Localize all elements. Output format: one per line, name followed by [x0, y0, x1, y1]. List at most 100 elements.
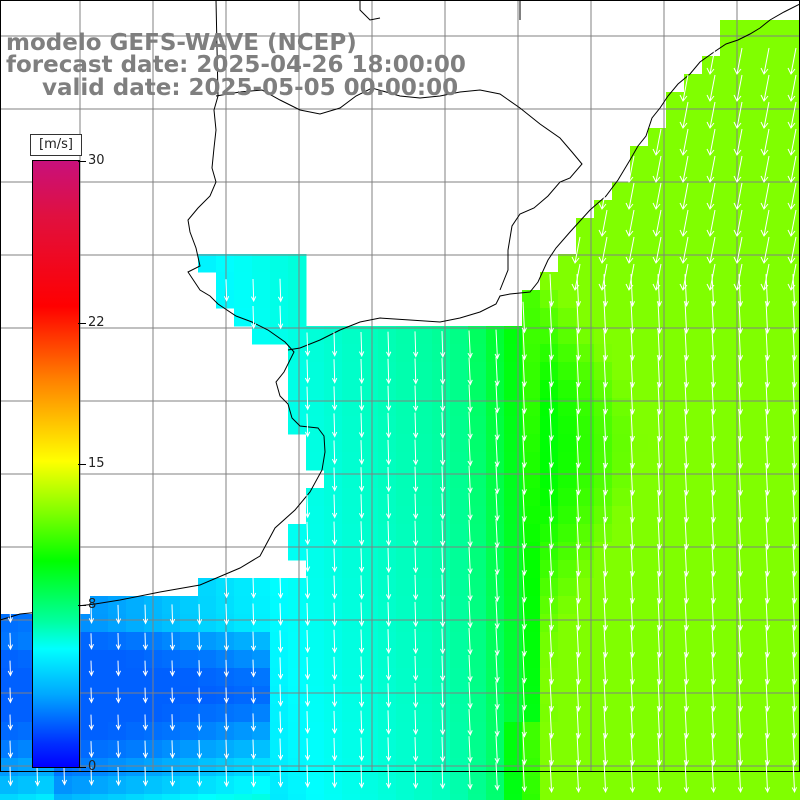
wind-speed-cell	[522, 362, 541, 381]
wind-speed-cell	[522, 452, 541, 471]
wind-arrow	[629, 760, 635, 794]
wind-speed-cell	[630, 722, 649, 741]
wind-arrow	[358, 602, 365, 627]
colorbar-tick	[78, 605, 86, 607]
wind-speed-cell	[612, 200, 631, 219]
wind-speed-cell	[396, 452, 415, 471]
wind-speed-cell	[738, 164, 757, 183]
wind-speed-cell	[630, 668, 649, 687]
wind-speed-cell	[522, 326, 541, 345]
wind-speed-cell	[612, 452, 631, 471]
wind-speed-cell	[306, 596, 325, 615]
wind-arrow	[331, 602, 338, 627]
wind-speed-cell	[126, 794, 145, 800]
wind-speed-cell	[792, 254, 800, 273]
wind-speed-cell	[594, 686, 613, 705]
wind-speed-cell	[756, 668, 775, 687]
wind-speed-cell	[90, 722, 109, 741]
wind-speed-cell	[684, 308, 703, 327]
wind-arrow	[358, 331, 365, 358]
wind-speed-cell	[324, 488, 343, 507]
wind-speed-cell	[720, 524, 739, 543]
wind-speed-cell	[738, 722, 757, 741]
wind-speed-cell	[666, 506, 685, 525]
wind-speed-cell	[702, 308, 721, 327]
wind-speed-cell	[702, 344, 721, 363]
wind-speed-cell	[126, 650, 145, 669]
wind-speed-cell	[756, 560, 775, 579]
wind-speed-cell	[162, 596, 181, 615]
wind-speed-cell	[738, 470, 757, 489]
wind-speed-cell	[774, 254, 793, 273]
wind-speed-cell	[666, 308, 685, 327]
wind-speed-cell	[216, 632, 235, 651]
wind-arrow	[358, 359, 365, 385]
wind-speed-cell	[180, 686, 199, 705]
wind-speed-cell	[252, 254, 271, 273]
wind-speed-cell	[288, 398, 307, 417]
wind-speed-cell	[216, 578, 235, 597]
wind-speed-cell	[270, 614, 289, 633]
wind-speed-cell	[180, 794, 199, 800]
wind-speed-cell	[792, 668, 800, 687]
wind-speed-cell	[594, 380, 613, 399]
wind-arrow	[760, 182, 770, 210]
wind-arrow	[733, 263, 743, 291]
wind-speed-cell	[288, 650, 307, 669]
wind-speed-cell	[0, 704, 19, 723]
wind-speed-cell	[558, 704, 577, 723]
wind-speed-cell	[108, 668, 127, 687]
wind-speed-cell	[720, 164, 739, 183]
wind-speed-cell	[684, 218, 703, 237]
wind-speed-cell	[648, 254, 667, 273]
wind-speed-cell	[558, 560, 577, 579]
wind-speed-cell	[756, 794, 775, 800]
wind-speed-cell	[558, 686, 577, 705]
wind-arrow	[760, 263, 770, 291]
wind-speed-cell	[792, 740, 800, 759]
wind-speed-cell	[360, 362, 379, 381]
wind-speed-cell	[396, 416, 415, 435]
wind-speed-cell	[792, 452, 800, 471]
wind-speed-cell	[738, 110, 757, 129]
wind-arrow	[733, 155, 743, 183]
wind-speed-cell	[540, 434, 559, 453]
wind-speed-cell	[180, 614, 199, 633]
wind-arrow	[331, 656, 338, 681]
wind-speed-cell	[198, 614, 217, 633]
wind-speed-cell	[468, 326, 487, 345]
wind-speed-cell	[522, 470, 541, 489]
wind-arrow	[358, 440, 365, 465]
wind-speed-cell	[522, 416, 541, 435]
wind-speed-cell	[432, 326, 451, 345]
wind-speed-cell	[90, 668, 109, 687]
wind-speed-cell	[522, 704, 541, 723]
wind-speed-cell	[504, 452, 523, 471]
wind-arrow	[625, 182, 635, 210]
wind-speed-cell	[216, 704, 235, 723]
wind-speed-cell	[504, 542, 523, 561]
wind-speed-cell	[306, 452, 325, 471]
wind-speed-cell	[540, 470, 559, 489]
wind-speed-cell	[450, 452, 469, 471]
wind-speed-cell	[306, 722, 325, 741]
wind-arrow	[440, 385, 446, 412]
wind-speed-cell	[756, 434, 775, 453]
wind-speed-cell	[270, 722, 289, 741]
wind-speed-cell	[414, 632, 433, 651]
wind-arrow	[7, 660, 13, 677]
wind-speed-cell	[738, 38, 757, 57]
wind-speed-cell	[738, 740, 757, 759]
wind-speed-cell	[324, 632, 343, 651]
wind-speed-cell	[756, 200, 775, 219]
wind-speed-cell	[324, 434, 343, 453]
wind-speed-cell	[108, 686, 127, 705]
wind-arrow	[304, 575, 311, 600]
wind-speed-cell	[756, 290, 775, 309]
wind-speed-cell	[630, 650, 649, 669]
wind-speed-cell	[720, 416, 739, 435]
wind-speed-cell	[738, 596, 757, 615]
wind-speed-cell	[414, 740, 433, 759]
wind-arrow	[521, 464, 527, 496]
wind-arrow	[598, 236, 608, 264]
